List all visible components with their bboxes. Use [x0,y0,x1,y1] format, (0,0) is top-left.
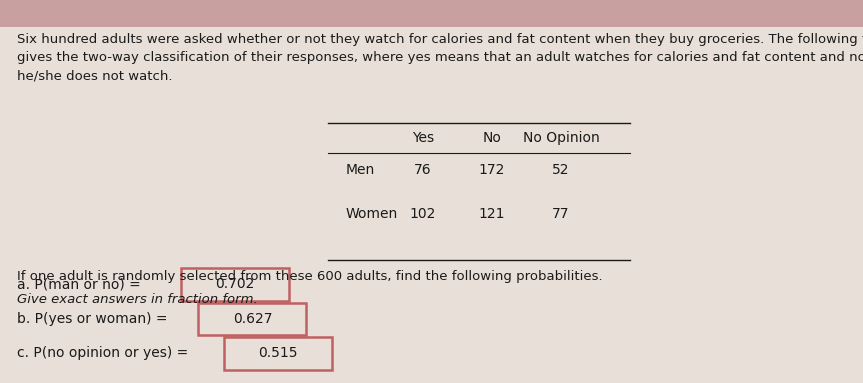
Text: 76: 76 [414,164,432,177]
Text: 172: 172 [479,164,505,177]
FancyBboxPatch shape [224,337,332,370]
Text: Yes: Yes [412,131,434,145]
Text: 77: 77 [552,208,570,221]
Text: 0.702: 0.702 [216,277,255,291]
Text: 102: 102 [410,208,436,221]
Text: 0.627: 0.627 [233,312,272,326]
Text: Six hundred adults were asked whether or not they watch for calories and fat con: Six hundred adults were asked whether or… [17,33,863,83]
Text: Give exact answers in fraction form.: Give exact answers in fraction form. [17,293,258,306]
FancyBboxPatch shape [181,268,289,301]
Text: 121: 121 [479,208,505,221]
Text: a. P(man or no) =: a. P(man or no) = [17,277,141,291]
FancyBboxPatch shape [0,0,863,27]
Text: b. P(yes or woman) =: b. P(yes or woman) = [17,312,167,326]
Text: 0.515: 0.515 [259,346,298,360]
Text: No: No [482,131,501,145]
Text: Men: Men [345,164,375,177]
Text: 52: 52 [552,164,570,177]
Text: No Opinion: No Opinion [523,131,599,145]
Text: Women: Women [345,208,398,221]
FancyBboxPatch shape [198,303,306,335]
Text: If one adult is randomly selected from these 600 adults, find the following prob: If one adult is randomly selected from t… [17,270,603,283]
Text: c. P(no opinion or yes) =: c. P(no opinion or yes) = [17,346,188,360]
